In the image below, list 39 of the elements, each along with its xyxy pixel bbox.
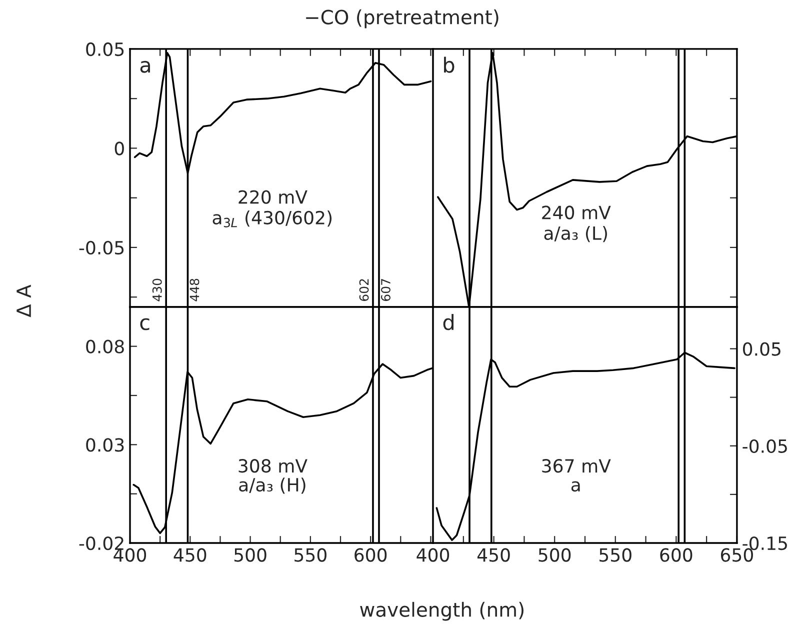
x-tick-label: 600 — [354, 548, 387, 562]
ref-line-label: 430 — [152, 278, 162, 302]
annotation: 240 mV — [542, 206, 611, 220]
y-tick-label: -0.02 — [79, 536, 124, 550]
annotation: a/a₃ (L) — [544, 226, 607, 242]
x-tick-label: 450 — [174, 548, 206, 562]
annotation: c — [140, 318, 150, 330]
x-tick-label: 450 — [477, 548, 510, 562]
annotation: d — [443, 314, 454, 330]
ref-line-label: 607 — [381, 279, 390, 301]
x-tick-label: 550 — [294, 548, 326, 562]
annotation: a — [140, 60, 150, 73]
annotation: b — [444, 56, 454, 73]
chart-title: −CO (pretreatment) — [306, 9, 498, 28]
y-tick-label: -0.05 — [79, 240, 124, 255]
annotation: a/a₃ (H) — [239, 478, 306, 494]
ref-line-label: 448 — [190, 278, 200, 302]
x-tick-label: 600 — [660, 548, 692, 562]
annotation: 308 mV — [238, 459, 308, 473]
annotation: 220 mV — [238, 190, 308, 204]
y-tick-label: -0.05 — [742, 439, 787, 453]
ref-line-label: 602 — [359, 279, 369, 301]
x-tick-label: 500 — [538, 548, 571, 562]
y-axis-title: Δ A — [16, 284, 31, 318]
x-tick-label: 550 — [600, 548, 632, 562]
x-tick-label: 400 — [114, 548, 146, 562]
y-tick-label: 0.08 — [86, 340, 124, 354]
annotation: a — [571, 481, 580, 492]
y-tick-label: 0.03 — [86, 438, 124, 452]
y-tick-label: 0 — [114, 142, 124, 156]
y-tick-label: 0.05 — [743, 342, 780, 356]
annotation: a$_{3L}$ (430/602) — [212, 210, 332, 228]
x-tick-label: 500 — [234, 548, 266, 562]
x-axis-title: wavelength (nm) — [360, 602, 524, 621]
annotation: 367 mV — [542, 459, 611, 473]
x-tick-label: 400 — [416, 548, 450, 562]
y-tick-label: 0.05 — [86, 42, 124, 56]
y-tick-label: -0.15 — [742, 536, 787, 550]
x-tick-label: 650 — [720, 548, 753, 562]
